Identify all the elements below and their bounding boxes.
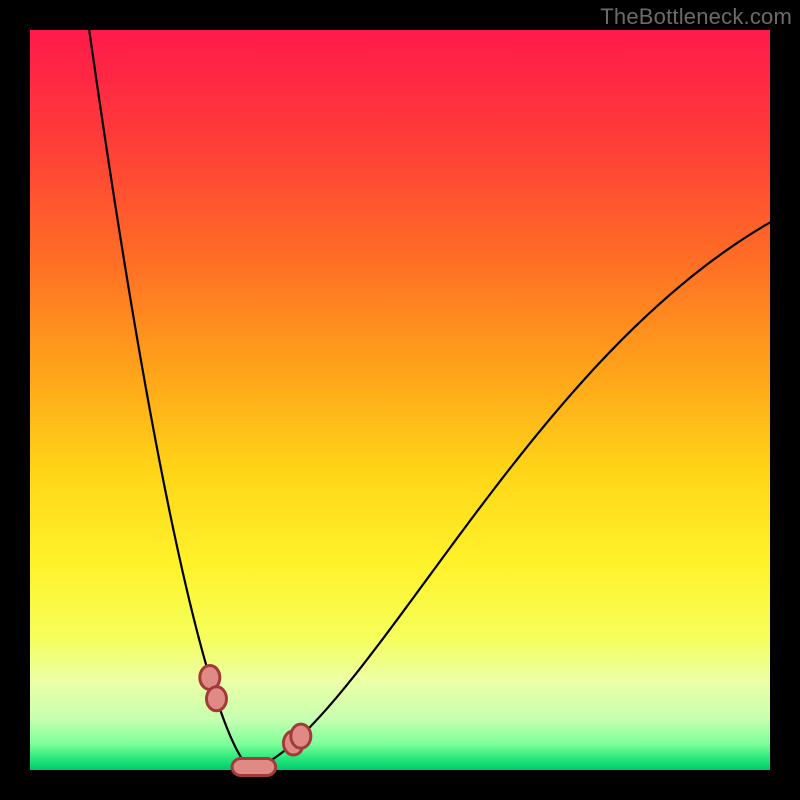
watermark-text: TheBottleneck.com bbox=[600, 4, 792, 30]
marker-left-1 bbox=[206, 687, 226, 711]
marker-right-1 bbox=[291, 724, 311, 748]
bottleneck-curve-chart bbox=[0, 0, 800, 800]
chart-container: TheBottleneck.com bbox=[0, 0, 800, 800]
marker-floor-bar bbox=[232, 759, 276, 776]
plot-area bbox=[30, 30, 770, 770]
